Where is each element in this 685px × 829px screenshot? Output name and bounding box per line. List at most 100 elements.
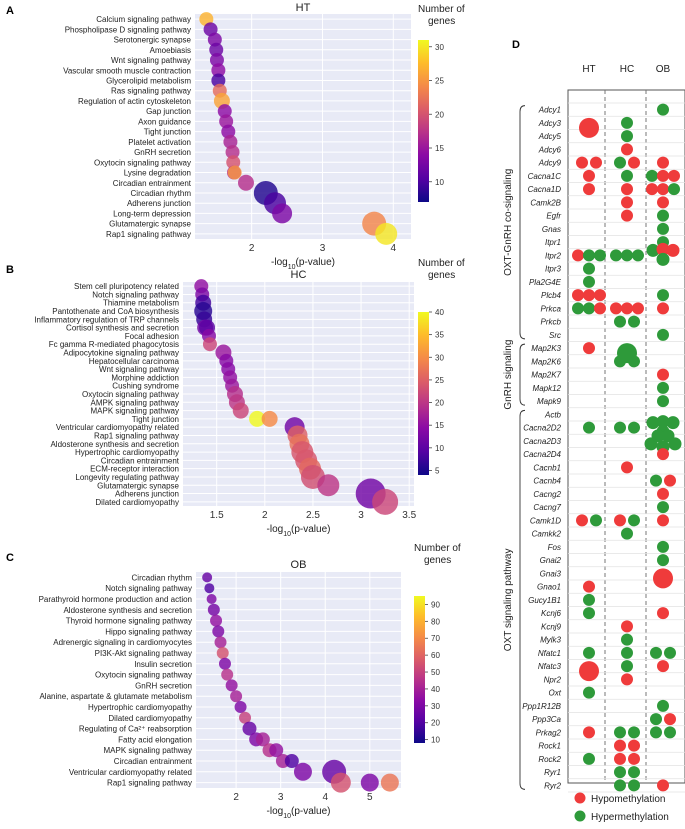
a-legend-title: Number of	[418, 4, 465, 15]
c-y-tick-label: Thyroid hormone signaling pathway	[66, 617, 192, 626]
legend-hyper-dot	[574, 810, 586, 822]
a-y-tick-label: Serotonergic synapse	[114, 36, 192, 45]
gene-label: Adcy6	[538, 145, 562, 154]
hypomethylation-dot	[576, 156, 588, 169]
gene-label: Itpr3	[545, 265, 562, 274]
gene-label: Gnas	[542, 225, 561, 234]
gene-label: Cacng7	[533, 503, 561, 512]
a-y-tick-label: Long-term depression	[113, 209, 191, 218]
a-y-tick-label: Amoebiasis	[150, 46, 191, 55]
hypomethylation-dot	[657, 302, 669, 315]
c-bubble	[284, 754, 299, 768]
a-bubble	[237, 174, 254, 191]
gene-label: Cacnb4	[533, 477, 561, 486]
hypomethylation-dot	[594, 302, 606, 315]
hypomethylation-dot	[621, 302, 633, 315]
gene-label: Mapk9	[537, 397, 562, 406]
hypomethylation-dot	[657, 779, 669, 792]
a-y-tick-label: Tight junction	[144, 128, 191, 137]
chart-ob: 2 3 4 5 Circadian rhythm Notch signaling path…	[39, 543, 461, 820]
c-legend-title: genes	[424, 555, 451, 566]
hypomethylation-dot	[583, 289, 595, 302]
hypomethylation-dot	[668, 169, 680, 182]
b-bubble	[249, 410, 266, 427]
panel-a-label: A	[6, 5, 14, 17]
hypomethylation-dot	[657, 448, 669, 461]
gene-label: Ryr2	[544, 781, 561, 790]
c-bubble	[255, 732, 270, 747]
hypermethylation-dot	[632, 249, 644, 262]
c-y-tick-label: Notch signaling pathway	[105, 584, 192, 593]
c-bubble	[202, 572, 213, 583]
c-y-tick-label: Parathyroid hormone production and actio…	[39, 595, 192, 604]
gene-label: Cacng2	[533, 490, 561, 499]
c-bubble	[380, 773, 399, 792]
gene-label: Rock1	[538, 742, 561, 751]
hypermethylation-dot	[594, 249, 606, 262]
hypomethylation-dot	[579, 661, 599, 682]
gene-label: Pla2G4E	[529, 278, 562, 287]
hypermethylation-dot	[664, 726, 676, 739]
c-y-tick-label: Adrenergic signaling in cardiomyocytes	[53, 638, 192, 647]
gene-label: Gnao1	[537, 583, 561, 592]
gene-label: Npr2	[544, 675, 562, 684]
hypomethylation-dot	[590, 156, 602, 169]
methylation-matrix: HT HC OB Adcy1 Adcy3 Adcy5 Adcy6 Adcy9 Cacna1C Ca…	[503, 64, 685, 823]
hypermethylation-dot	[628, 421, 640, 434]
gene-label: Plcb4	[541, 291, 562, 300]
hypermethylation-dot	[628, 315, 640, 328]
gene-label: Src	[549, 331, 561, 340]
gene-label: Adcy1	[538, 106, 561, 115]
c-legend-tick-label: 20	[431, 719, 440, 728]
a-y-tick-label: Phospholipase D signaling pathway	[65, 25, 191, 34]
hypermethylation-dot	[628, 779, 640, 792]
gene-label: Oxt	[549, 689, 562, 698]
c-bubble	[218, 657, 231, 670]
gene-label: Prkag2	[536, 728, 562, 737]
b-y-tick-label: AMPK signaling pathway	[91, 398, 180, 407]
b-colorbar	[418, 312, 429, 475]
hypomethylation-dot	[572, 289, 584, 302]
a-x-tick-label: 3	[320, 243, 326, 254]
b-legend-title: Number of	[418, 258, 465, 269]
group-bracket	[519, 343, 526, 406]
hypermethylation-dot	[646, 416, 660, 430]
gene-label: Egfr	[546, 212, 561, 221]
gene-label: Map2K6	[531, 357, 561, 366]
hypomethylation-dot	[664, 713, 676, 726]
c-y-tick-label: Fatty acid elongation	[118, 735, 192, 744]
c-bubble	[242, 721, 257, 736]
a-legend-tick-label: 15	[435, 144, 444, 153]
hypomethylation-dot	[579, 117, 599, 138]
b-x-tick-label: 2.5	[306, 510, 320, 521]
c-legend-tick-label: 50	[431, 668, 440, 677]
c-y-tick-label: Regulating of Ca²⁺ reabsorption	[79, 725, 192, 734]
hypermethylation-dot	[657, 209, 669, 222]
gene-label: Ryr1	[544, 768, 561, 777]
hypermethylation-dot	[657, 501, 669, 514]
b-y-tick-label: MAPK signaling pathway	[91, 407, 180, 416]
hypomethylation-dot	[583, 183, 595, 196]
b-legend-tick-label: 25	[435, 376, 444, 385]
b-y-tick-label: Circadian entrainment	[101, 456, 180, 465]
gene-label: Itpr2	[545, 251, 562, 260]
c-y-tick-label: Hippo signaling pathway	[105, 627, 192, 636]
gene-label: Map2K7	[531, 371, 561, 380]
c-x-tick-label: 4	[322, 792, 328, 803]
hypermethylation-dot	[666, 416, 680, 430]
b-y-tick-label: Notch signaling pathway	[92, 290, 179, 299]
c-y-tick-label: PI3K-Akt signaling pathway	[95, 649, 192, 658]
a-colorbar	[418, 40, 429, 202]
hypermethylation-dot	[657, 222, 669, 235]
hypermethylation-dot	[614, 421, 626, 434]
gene-label: Gnai2	[540, 556, 562, 565]
gene-label: Cacna2D4	[523, 450, 561, 459]
hypomethylation-dot	[621, 143, 633, 156]
hypomethylation-dot	[583, 342, 595, 355]
a-y-tick-label: Regulation of actin cytoskeleton	[78, 97, 191, 106]
gene-label: Gucy1B1	[528, 596, 561, 605]
b-legend-tick-label: 5	[435, 466, 440, 475]
b-y-tick-label: Wnt signaling pathway	[99, 365, 179, 374]
hypomethylation-dot	[594, 289, 606, 302]
